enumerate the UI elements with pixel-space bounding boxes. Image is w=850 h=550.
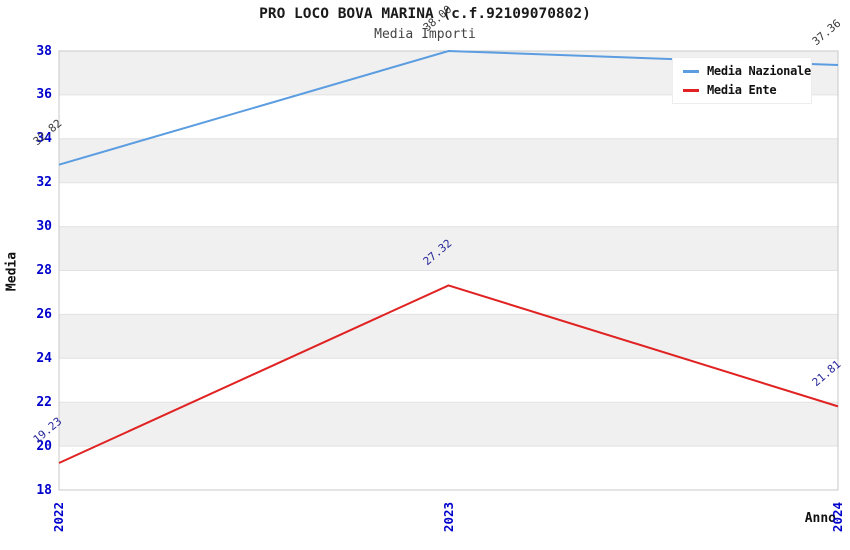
y-tick-label: 36 bbox=[36, 87, 52, 103]
grid-band bbox=[59, 314, 838, 359]
series-line-media-ente bbox=[58, 284, 839, 464]
legend: Media Nazionale Media Ente bbox=[672, 57, 812, 104]
grid-band bbox=[59, 226, 838, 271]
grid-band bbox=[59, 270, 838, 315]
x-axis-title: Anno bbox=[804, 511, 836, 526]
y-tick-label: 26 bbox=[36, 306, 52, 322]
grid-band bbox=[59, 138, 838, 183]
grid-band bbox=[59, 402, 838, 447]
y-tick-label: 38 bbox=[36, 43, 52, 59]
y-tick-label: 18 bbox=[36, 482, 52, 498]
legend-line-swatch-blue bbox=[683, 69, 699, 73]
y-tick-label: 20 bbox=[36, 438, 52, 454]
x-tick-label: 2023 bbox=[440, 501, 456, 533]
legend-line-swatch-red bbox=[683, 88, 699, 92]
legend-item-media-ente: Media Ente bbox=[683, 82, 811, 98]
y-tick-label: 34 bbox=[36, 131, 52, 147]
grid-band bbox=[59, 358, 838, 403]
grid-band bbox=[59, 182, 838, 227]
y-tick-label: 28 bbox=[36, 263, 52, 278]
y-tick-label: 32 bbox=[36, 175, 52, 191]
chart-title: PRO LOCO BOVA MARINA (c.f.92109070802) bbox=[259, 6, 591, 22]
grid-band bbox=[59, 446, 838, 490]
y-tick-label: 22 bbox=[36, 394, 52, 410]
legend-item-media-nazionale: Media Nazionale bbox=[683, 63, 811, 79]
x-tick-label: 2024 bbox=[830, 501, 845, 533]
x-tick-label: 2022 bbox=[51, 501, 66, 533]
y-tick-label: 30 bbox=[36, 219, 52, 235]
chart-subtitle: Media Importi bbox=[374, 27, 476, 42]
legend-label-media-ente: Media Ente bbox=[707, 83, 777, 97]
legend-label-media-nazionale: Media Nazionale bbox=[707, 64, 811, 78]
y-tick-label: 24 bbox=[36, 350, 52, 366]
